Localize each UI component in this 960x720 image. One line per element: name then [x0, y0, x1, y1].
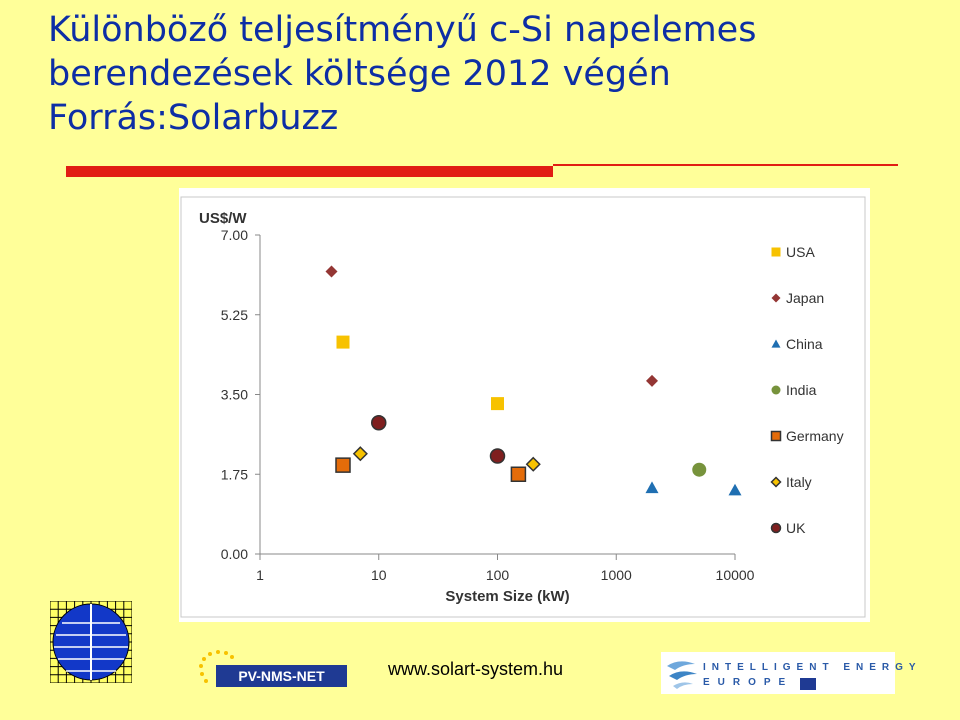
data-point-italy [352, 446, 368, 462]
legend-marker-usa [771, 247, 781, 257]
slide-title-line-1: Különböző teljesítményű c-Si napelemes [48, 10, 757, 50]
data-point-uk [371, 415, 387, 431]
legend-label-india: India [786, 382, 817, 398]
pv-nms-net-logo: PV-NMS-NET [196, 648, 351, 690]
legend-marker-japan [771, 293, 781, 303]
x-tick-label: 10 [371, 567, 387, 583]
x-axis-title: System Size (kW) [445, 588, 569, 605]
legend-marker-india [771, 385, 781, 395]
y-tick-label: 1.75 [221, 466, 248, 482]
slide-title: Különböző teljesítményű c-Si napelemes b… [48, 8, 928, 140]
scatter-chart: 7.00 5.25 3.50 1.75 0.00 1 10 100 1000 10000 US$/W… [180, 196, 866, 618]
legend-label-japan: Japan [786, 290, 824, 306]
y-tick-label: 5.25 [221, 307, 248, 323]
x-tick-label: 1 [256, 567, 264, 583]
data-point-usa [336, 335, 350, 349]
slide-title-line-3: Forrás:Solarbuzz [48, 98, 339, 138]
eu-flag-icon [800, 678, 816, 690]
legend-marker-italy [770, 476, 782, 488]
legend-marker-china [771, 339, 781, 348]
data-point-uk [489, 448, 506, 464]
legend-label-uk: UK [786, 520, 806, 536]
x-tick-label: 100 [486, 567, 510, 583]
y-tick-label: 3.50 [221, 387, 248, 403]
star-ring-icon [199, 650, 234, 683]
title-accent-line [553, 164, 898, 166]
legend-label-usa: USA [786, 244, 815, 260]
y-axis-title: US$/W [199, 210, 247, 227]
pv-nms-net-label: PV-NMS-NET [216, 665, 347, 687]
chart-panel: 7.00 5.25 3.50 1.75 0.00 1 10 100 1000 10000 US$/W… [179, 188, 870, 622]
legend-marker-uk [770, 522, 782, 534]
website-url: www.solart-system.hu [388, 659, 564, 679]
iee-line-1: INTELLIGENT ENERGY [703, 662, 922, 673]
iee-line-2: EUROPE [703, 677, 794, 688]
x-tick-label: 1000 [601, 567, 632, 583]
data-point-japan [645, 374, 658, 387]
data-point-germany [510, 466, 527, 482]
y-tick-label: 0.00 [221, 546, 248, 562]
data-point-china [728, 483, 742, 496]
iee-swoosh-icon [667, 661, 697, 689]
data-point-usa [491, 397, 504, 411]
slide-title-line-2: berendezések költsége 2012 végén [48, 54, 671, 94]
title-accent-bar [66, 166, 553, 177]
data-point-italy [525, 456, 541, 472]
grid-globe-logo [50, 601, 132, 683]
legend-label-germany: Germany [786, 428, 844, 444]
data-point-india [692, 462, 707, 477]
legend-label-china: China [786, 336, 823, 352]
x-tick-label: 10000 [716, 567, 755, 583]
data-point-japan [325, 265, 338, 278]
legend-label-italy: Italy [786, 474, 812, 490]
y-tick-label: 7.00 [221, 227, 248, 243]
data-point-china [645, 481, 659, 494]
data-point-germany [335, 457, 351, 473]
intelligent-energy-europe-logo: INTELLIGENT ENERGY EUROPE [661, 652, 916, 694]
legend-marker-germany [770, 430, 782, 442]
